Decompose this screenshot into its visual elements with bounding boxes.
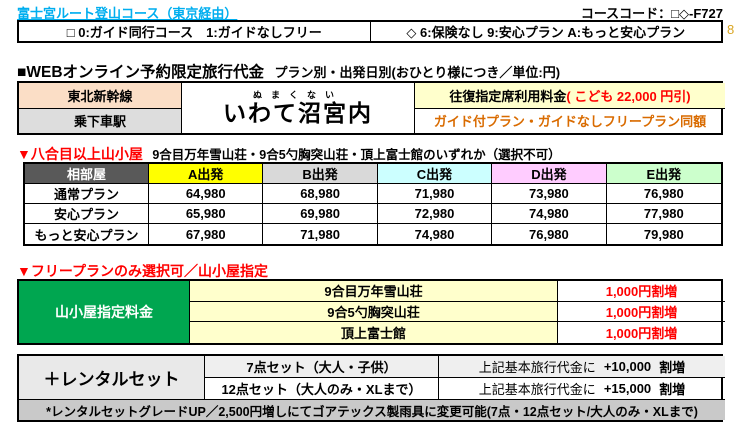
price-cell: 76,980 bbox=[492, 224, 607, 244]
price-cell: 74,980 bbox=[378, 224, 493, 244]
rental-surcharge-suffix: 割増 bbox=[659, 382, 686, 397]
rental-base-label: 上記基本旅行代金に bbox=[478, 382, 596, 397]
rental-set-table: ＋レンタルセット 7点セット（大人・子供） 上記基本旅行代金に +10,000 … bbox=[17, 354, 725, 422]
station-furigana: ぬまくない bbox=[252, 90, 343, 100]
price-cell: 71,980 bbox=[377, 184, 493, 204]
hut-designation-fee-header: 山小屋指定料金 bbox=[19, 281, 190, 343]
seat-fee-cell: 往復指定席利用料金( こども 22,000 円引) bbox=[415, 83, 725, 109]
hut-surcharge: 1,000円割増 bbox=[558, 281, 725, 302]
column-header-c: C出発 bbox=[377, 164, 493, 184]
price-cell: 64,980 bbox=[149, 184, 264, 204]
departure-price-table: 相部屋 A出発 B出発 C出発 D出発 E出発 通常プラン 64,980 68,… bbox=[23, 162, 723, 246]
rental-set-price: 上記基本旅行代金に +15,000 割増 bbox=[439, 378, 725, 400]
rental-set-name: 12点セット（大人のみ・XLまで） bbox=[205, 378, 439, 400]
shared-room-header: 相部屋 bbox=[25, 164, 149, 184]
price-cell: 69,980 bbox=[263, 204, 378, 224]
margin-note: 8 bbox=[727, 22, 735, 37]
station-fare-table: 東北新幹線 乗下車駅 ぬまくない いわて沼宮内 往復指定席利用料金( こども 2… bbox=[17, 81, 725, 135]
seat-fee-column: 往復指定席利用料金( こども 22,000 円引) ガイド付プラン・ガイドなしフ… bbox=[415, 83, 725, 133]
station-label-column: 東北新幹線 乗下車駅 bbox=[19, 83, 182, 133]
same-price-note: ガイド付プラン・ガイドなしフリープラン同額 bbox=[433, 114, 707, 130]
hut-name: 9合目万年雪山荘 bbox=[190, 281, 558, 302]
rental-surcharge-suffix: 割増 bbox=[659, 360, 686, 375]
boarding-station-label: 乗下車駅 bbox=[19, 108, 181, 133]
guide-code-legend: □ 0:ガイド同行コース 1:ガイドなしフリー bbox=[19, 22, 371, 41]
page-title: 富士宮ルート登山コース（東京経由） bbox=[17, 6, 238, 21]
web-price-title: ■WEBオンライン予約限定旅行代金 bbox=[17, 64, 265, 81]
price-cell: 67,980 bbox=[149, 224, 264, 244]
price-cell: 65,980 bbox=[149, 204, 264, 224]
hut-surcharge: 1,000円割増 bbox=[558, 302, 725, 323]
price-cell: 73,980 bbox=[492, 184, 607, 204]
hut-price-subtitle: 9合目万年雪山荘・9合5勺胸突山荘・頂上富士館のいずれか（選択不可） bbox=[152, 148, 561, 162]
rental-set-name: 7点セット（大人・子供） bbox=[205, 356, 439, 378]
price-cell: 76,980 bbox=[606, 184, 721, 204]
price-cell: 71,980 bbox=[263, 224, 378, 244]
web-price-subtitle: プラン別・出発日別(おひとり様につき／単位:円) bbox=[274, 65, 561, 80]
column-header-a: A出発 bbox=[149, 164, 264, 184]
price-cell: 72,980 bbox=[377, 204, 493, 224]
insurance-code-legend: ◇ 6:保険なし 9:安心プラン A:もっと安心プラン bbox=[406, 25, 686, 40]
rental-set-header: ＋レンタルセット bbox=[19, 356, 205, 400]
plan-label: 安心プラン bbox=[25, 204, 149, 224]
course-code: コースコード：□◇-F727 bbox=[580, 6, 723, 21]
code-legend-table: □ 0:ガイド同行コース 1:ガイドなしフリー ◇ 6:保険なし 9:安心プラン… bbox=[17, 20, 723, 43]
hut-name: 9合5勺胸突山荘 bbox=[190, 301, 558, 323]
hut-name: 頂上富士館 bbox=[190, 322, 558, 343]
rental-amount: +10,000 bbox=[603, 359, 652, 374]
web-price-heading: ■WEBオンライン予約限定旅行代金 プラン別・出発日別(おひとり様につき／単位:… bbox=[17, 60, 727, 82]
station-name: いわて沼宮内 bbox=[223, 100, 373, 126]
price-cell: 77,980 bbox=[606, 204, 721, 224]
rental-set-price: 上記基本旅行代金に +10,000 割増 bbox=[439, 356, 725, 378]
hut-designation-table: 山小屋指定料金 9合目万年雪山荘 1,000円割増 9合5勺胸突山荘 1,000… bbox=[17, 279, 725, 345]
price-cell: 74,980 bbox=[492, 204, 607, 224]
seat-fee-child-discount: ( こども 22,000 円引) bbox=[566, 88, 691, 104]
hut-price-heading: ▼八合目以上山小屋 9合目万年雪山荘・9合5勺胸突山荘・頂上富士館のいずれか（選… bbox=[17, 144, 561, 164]
hut-surcharge: 1,000円割増 bbox=[605, 326, 678, 342]
column-header-e: E出発 bbox=[606, 164, 721, 184]
price-cell: 68,980 bbox=[263, 184, 378, 204]
price-cell: 79,980 bbox=[643, 226, 684, 242]
rental-base-label: 上記基本旅行代金に bbox=[478, 360, 596, 375]
plan-label: 通常プラン bbox=[25, 184, 149, 204]
column-header-d: D出発 bbox=[492, 164, 607, 184]
hut-price-title: ▼八合目以上山小屋 bbox=[17, 146, 143, 162]
column-header-b: B出発 bbox=[263, 164, 378, 184]
page-header: 富士宮ルート登山コース（東京経由） コースコード：□◇-F727 bbox=[17, 3, 723, 22]
rental-upgrade-note: *レンタルセットグレードUP／2,500円増しにてゴアテックス製雨具に変更可能(… bbox=[19, 400, 725, 420]
rental-amount: +15,000 bbox=[603, 381, 652, 396]
seat-fee-label: 往復指定席利用料金 bbox=[449, 88, 567, 104]
plan-label: もっと安心プラン bbox=[25, 224, 149, 244]
hut-select-heading: ▼フリープランのみ選択可／山小屋指定 bbox=[17, 263, 269, 279]
rail-line-cell: 東北新幹線 bbox=[19, 83, 181, 109]
station-name-cell: ぬまくない いわて沼宮内 bbox=[182, 83, 415, 133]
